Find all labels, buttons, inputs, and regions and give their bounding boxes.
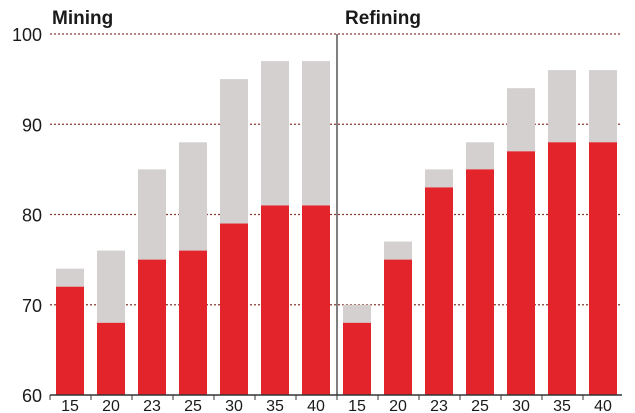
bar-upper — [384, 241, 412, 260]
x-tick-label: 23 — [430, 398, 448, 413]
bar-upper — [302, 61, 330, 206]
bar-lower — [97, 322, 125, 395]
bar-upper — [179, 142, 207, 251]
bar-lower — [261, 205, 289, 395]
bar-lower — [220, 223, 248, 395]
bar-lower — [302, 205, 330, 395]
bar-upper — [466, 142, 494, 170]
y-axis: 60 70 80 90 100 — [12, 25, 42, 406]
bar-lower — [589, 142, 617, 395]
x-axis: 15 20 23 25 30 35 40 15 20 23 25 30 35 40 — [49, 395, 612, 413]
bars — [56, 61, 617, 395]
x-tick-label: 15 — [348, 398, 366, 413]
gridlines — [50, 33, 622, 306]
bar-upper — [56, 268, 84, 287]
bar-upper — [548, 70, 576, 143]
bar-lower — [466, 169, 494, 395]
bar-lower — [56, 286, 84, 395]
bar-lower — [548, 142, 576, 395]
bar-upper — [138, 169, 166, 260]
x-tick-label: 35 — [553, 398, 571, 413]
x-tick-label: 25 — [471, 398, 489, 413]
bar-upper — [97, 250, 125, 323]
panel-title-refining: Refining — [345, 8, 421, 29]
y-tick-label: 70 — [22, 296, 42, 316]
bar-lower — [343, 322, 371, 395]
bar-upper — [261, 61, 289, 206]
y-tick-label: 60 — [22, 386, 42, 406]
bar-upper — [589, 70, 617, 143]
bar-lower — [384, 259, 412, 395]
panel-title-mining: Mining — [52, 8, 113, 29]
bar-upper — [425, 169, 453, 188]
x-tick-label: 20 — [102, 398, 120, 413]
bar-upper — [220, 79, 248, 224]
y-tick-label: 90 — [22, 115, 42, 135]
x-tick-label: 20 — [389, 398, 407, 413]
bar-upper — [343, 304, 371, 323]
bar-lower — [507, 151, 535, 395]
bar-lower — [138, 259, 166, 395]
x-tick-label: 30 — [225, 398, 243, 413]
bar-lower — [425, 187, 453, 395]
x-tick-label: 15 — [61, 398, 79, 413]
x-tick-label: 23 — [143, 398, 161, 413]
bar-upper — [507, 88, 535, 152]
bar-lower — [179, 250, 207, 395]
x-tick-label: 40 — [594, 398, 612, 413]
x-tick-label: 30 — [512, 398, 530, 413]
y-tick-label: 80 — [22, 206, 42, 226]
y-tick-label: 100 — [12, 25, 42, 45]
x-tick-label: 25 — [184, 398, 202, 413]
x-tick-label: 40 — [307, 398, 325, 413]
x-tick-label: 35 — [266, 398, 284, 413]
